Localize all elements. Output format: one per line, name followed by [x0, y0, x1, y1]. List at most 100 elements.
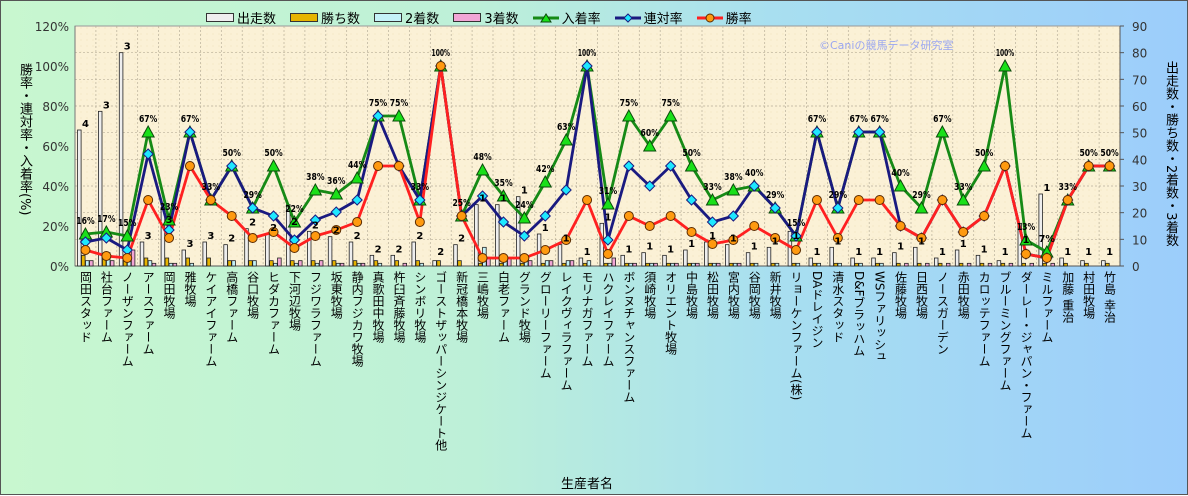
bar-2着数: [712, 262, 717, 267]
bar-出走数: [244, 228, 249, 267]
marker-circle-勝率: [435, 61, 446, 71]
marker-diamond-連対率: [727, 210, 740, 222]
legend-line-icon: [532, 12, 559, 22]
point-data-label: 67%: [933, 114, 952, 125]
marker-diamond-連対率: [330, 206, 342, 218]
bar-data-label: 2: [375, 244, 382, 255]
legend-swatch: [374, 13, 403, 22]
bar-data-label: 2: [437, 247, 444, 258]
marker-circle-勝率: [895, 221, 906, 231]
bar-2着数: [733, 262, 738, 267]
marker-circle-勝率: [80, 245, 91, 255]
marker-triangle-入着率: [141, 124, 155, 138]
bar-data-label: 3: [166, 215, 173, 226]
bar-2着数: [189, 262, 194, 267]
point-data-label: 16%: [76, 216, 95, 227]
point-data-label: 33%: [954, 182, 973, 193]
marker-circle-勝率: [602, 249, 613, 259]
bar-data-label: 1: [939, 247, 946, 258]
bar-勝ち数: [185, 257, 190, 267]
x-tick-label: ノーザンファーム: [120, 271, 135, 367]
bar-3着数: [737, 262, 742, 267]
bar-勝ち数: [645, 262, 650, 267]
bar-data-label: 1: [646, 242, 653, 253]
x-tick-label: 村田牧場: [1081, 271, 1096, 319]
bar-勝ち数: [938, 262, 943, 267]
marker-circle-勝率: [289, 243, 300, 253]
x-tick-label: 坂東牧場: [329, 271, 344, 319]
bar-data-label: 2: [270, 223, 277, 234]
marker-triangle-入着率: [622, 108, 636, 122]
bar-勝ち数: [1021, 262, 1026, 267]
right-tick-label: 90: [1132, 20, 1147, 34]
marker-diamond-連対率: [267, 210, 280, 222]
bar-data-label: 3: [124, 42, 131, 53]
point-data-label: 33%: [1059, 182, 1078, 193]
x-tick-label: ヒダカファーム: [266, 271, 281, 355]
bar-出走数: [641, 252, 646, 267]
bar-data-label: 1: [1022, 235, 1029, 246]
marker-diamond-連対率: [685, 194, 698, 206]
x-tick-label: 高橋ファーム: [224, 271, 239, 343]
marker-triangle-入着率: [935, 124, 950, 138]
x-tick-label: 真歌田中牧場: [371, 271, 386, 343]
bar-勝ち数: [436, 260, 441, 267]
point-data-label: 29%: [243, 190, 262, 201]
bar-data-label: 2: [333, 226, 340, 237]
marker-circle-勝率: [1020, 249, 1031, 259]
marker-circle-勝率: [728, 235, 739, 245]
x-tick-label: ノースガーデン: [935, 271, 950, 355]
point-data-label: 15%: [787, 218, 806, 229]
marker-circle-勝率: [937, 195, 948, 205]
bar-勝ち数: [310, 260, 316, 267]
watermark: ©Caniの競馬データ研究室: [819, 39, 954, 52]
point-data-label: 23%: [160, 202, 179, 213]
bar-data-label: 1: [876, 247, 883, 258]
marker-circle-勝率: [1000, 161, 1011, 171]
marker-circle-勝率: [1062, 195, 1073, 205]
bar-3着数: [946, 262, 951, 267]
bar-3着数: [966, 262, 972, 267]
bar-勝ち数: [812, 262, 817, 267]
x-tick-label: グランド牧場: [517, 271, 532, 343]
right-tick-label: 70: [1132, 73, 1147, 87]
bar-3着数: [674, 262, 679, 267]
left-axis-title: 勝率・連対率・入着率(%): [17, 63, 32, 216]
marker-triangle-入着率: [475, 162, 490, 176]
marker-circle-勝率: [101, 251, 112, 261]
bar-3着数: [904, 262, 909, 267]
x-tick-label: ハクレイファーム: [600, 271, 615, 367]
legend-item: 入着率: [532, 8, 601, 27]
bar-3着数: [277, 257, 282, 267]
marker-triangle-入着率: [120, 228, 135, 242]
point-data-label: 38%: [306, 172, 325, 183]
bar-3着数: [632, 262, 637, 267]
bar-2着数: [356, 262, 362, 267]
marker-triangle-入着率: [956, 192, 971, 206]
bar-2着数: [314, 262, 320, 267]
bar-data-label: 3: [207, 231, 214, 242]
bar-出走数: [495, 204, 500, 267]
marker-circle-勝率: [352, 217, 363, 227]
bar-data-label: 1: [730, 234, 737, 245]
bar-2着数: [795, 262, 801, 267]
x-tick-label: D&Fブラッハム: [851, 271, 866, 357]
bar-2着数: [419, 262, 424, 267]
bar-出走数: [1059, 257, 1064, 267]
right-tick-label: 60: [1132, 100, 1147, 114]
marker-circle-勝率: [874, 195, 885, 205]
marker-triangle-入着率: [538, 174, 553, 188]
bar-出走数: [202, 241, 207, 267]
right-tick-label: 30: [1132, 180, 1147, 194]
bar-3着数: [339, 262, 345, 267]
marker-triangle-入着率: [266, 158, 281, 172]
point-data-label: 29%: [912, 190, 931, 201]
bar-3着数: [528, 260, 533, 267]
bar-data-label: 1: [688, 239, 695, 250]
marker-triangle-入着率: [998, 58, 1012, 72]
bar-data-label: 1: [1106, 247, 1113, 258]
bar-勝ち数: [666, 262, 671, 267]
x-tick-label: レイクヴィラファーム: [559, 271, 574, 391]
bar-勝ち数: [896, 262, 901, 267]
point-data-label: 13%: [1017, 222, 1036, 233]
